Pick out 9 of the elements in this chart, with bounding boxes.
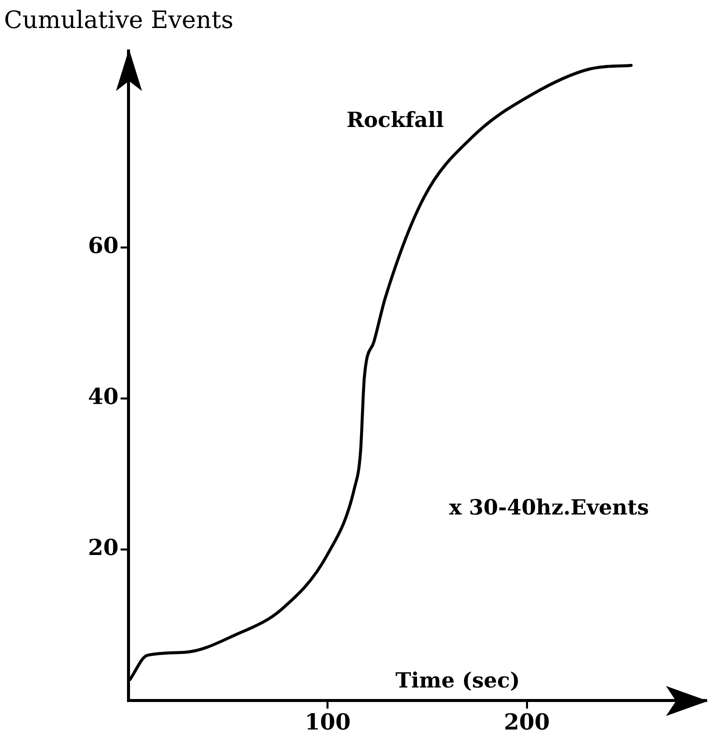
x-axis-title: Time (sec)	[396, 668, 520, 693]
x-tick-label: 100	[304, 710, 351, 736]
x-tick-label: 200	[504, 710, 550, 736]
y-tick-label: 60	[88, 233, 119, 260]
series-label: Rockfall	[346, 107, 444, 132]
annotation: x 30-40hz.Events	[449, 494, 649, 520]
y-axis-title: Cumulative Events	[4, 6, 234, 34]
y-tick-label: 20	[88, 535, 119, 562]
y-tick-label: 40	[88, 384, 119, 410]
